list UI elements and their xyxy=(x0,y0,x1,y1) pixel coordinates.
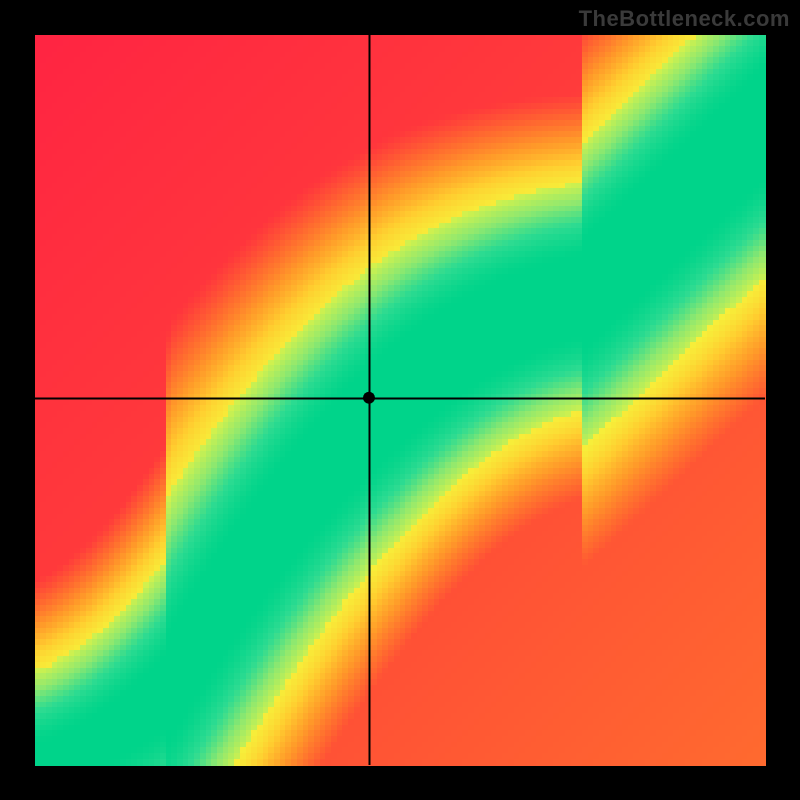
chart-container: TheBottleneck.com xyxy=(0,0,800,800)
bottleneck-heatmap xyxy=(0,0,800,800)
watermark-text: TheBottleneck.com xyxy=(579,6,790,32)
